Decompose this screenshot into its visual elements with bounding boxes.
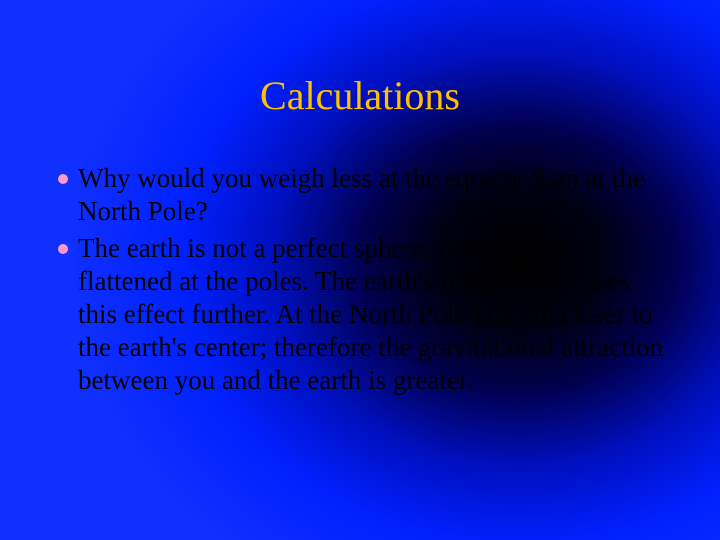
bullet-text: The earth is not a perfect sphere. It is… xyxy=(78,232,664,397)
bullet-icon xyxy=(58,244,68,254)
slide: Calculations Why would you weigh less at… xyxy=(0,0,720,540)
bullet-item: The earth is not a perfect sphere. It is… xyxy=(58,232,664,397)
slide-title: Calculations xyxy=(0,72,720,119)
bullet-icon xyxy=(58,174,68,184)
bullet-item: Why would you weigh less at the equator … xyxy=(58,162,664,228)
bullet-text: Why would you weigh less at the equator … xyxy=(78,162,664,228)
slide-body: Why would you weigh less at the equator … xyxy=(58,162,664,401)
